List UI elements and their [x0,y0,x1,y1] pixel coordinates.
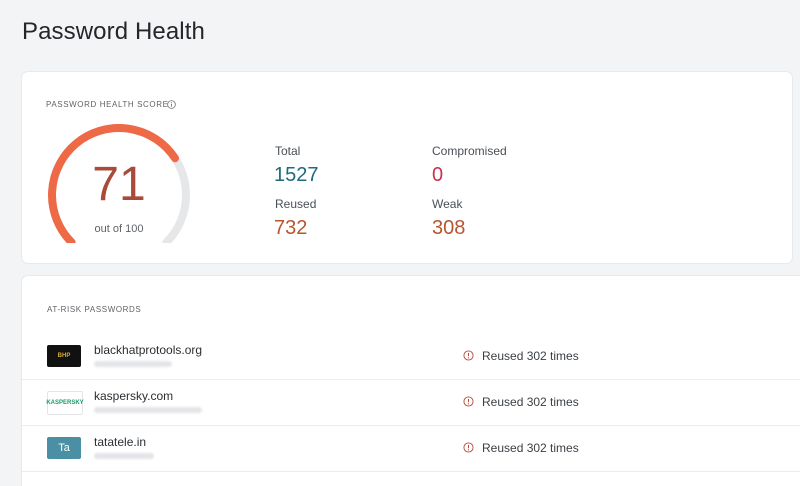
at-risk-passwords-card: AT-RISK PASSWORDS BHP blackhatprotools.o… [22,276,800,486]
site-name: kaspersky.com [94,389,174,403]
reuse-status: Reused 302 times [482,441,579,455]
blurred-username [94,361,172,367]
info-icon[interactable] [167,100,176,109]
blackhat-logo-icon: BHP [47,345,81,367]
reused-value: 732 [274,217,308,239]
warning-icon [463,442,474,453]
weak-label: Weak [432,197,463,211]
compromised-label: Compromised [432,144,507,158]
total-label: Total [275,144,301,158]
reuse-status: Reused 302 times [482,349,579,363]
kaspersky-logo-icon: KASPERSKY [46,391,84,415]
gauge-fill [48,124,179,243]
score-section-label: PASSWORD HEALTH SCORE [46,100,169,109]
risk-row[interactable]: BHP blackhatprotools.org Reused 302 time… [22,333,800,380]
risk-row[interactable]: KASPERSKY kaspersky.com Reused 302 times [22,379,800,426]
risk-row[interactable]: Ta tatatele.in Reused 302 times [22,425,800,472]
warning-icon [463,350,474,361]
score-out-of-label: out of 100 [94,223,144,235]
weak-value: 308 [432,217,466,239]
warning-icon [463,396,474,407]
site-name: tatatele.in [94,435,147,449]
reused-label: Reused [275,197,317,211]
score-gauge [48,124,190,243]
blurred-username [94,407,202,413]
tata-logo-icon: Ta [47,437,81,459]
at-risk-section-label: AT-RISK PASSWORDS [47,305,142,314]
reuse-status: Reused 302 times [482,395,579,409]
page-title: Password Health [22,18,205,45]
password-health-score-card: PASSWORD HEALTH SCORE 71 out of 100 Tota… [22,72,792,263]
blurred-username [94,453,154,459]
compromised-value: 0 [432,164,444,186]
total-value: 1527 [274,164,319,186]
site-name: blackhatprotools.org [94,343,203,357]
score-value: 71 [92,158,146,211]
